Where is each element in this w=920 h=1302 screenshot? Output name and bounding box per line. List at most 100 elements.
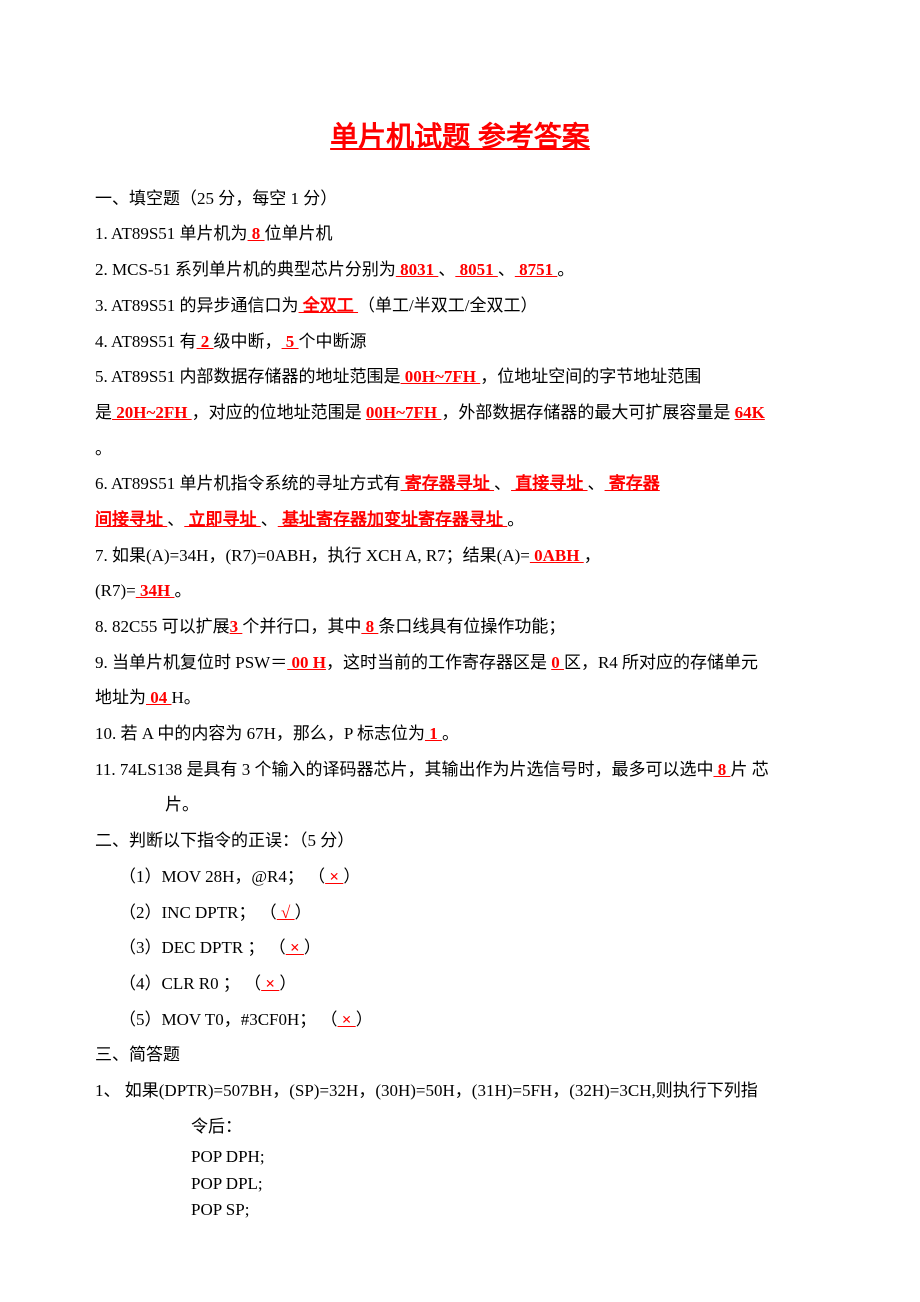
s2q5-pre: （5）MOV T0，#3CF0H； （ [119, 1010, 338, 1029]
q1: 1. AT89S51 单片机为 8 位单片机 [95, 216, 825, 252]
q7-l2: (R7)= 34H 。 [95, 573, 825, 609]
q5-a4: 64K [735, 403, 765, 422]
q7-pre: 7. 如果(A)=34H，(R7)=0ABH，执行 XCH A, R7；结果(A… [95, 546, 530, 565]
s2q1-a: × [325, 867, 343, 886]
q6-l2: 间接寻址 、 立即寻址 、 基址寄存器加变址寄存器寻址 。 [95, 502, 825, 538]
q5-a2: 20H~2FH [112, 403, 192, 422]
s2q4-a: × [261, 974, 279, 993]
q6-a3b: 间接寻址 [95, 510, 167, 529]
q7-l2pre: (R7)= [95, 581, 136, 600]
s2q1-pre: （1）MOV 28H，@R4； （ [119, 867, 325, 886]
q5-post: 。 [95, 439, 112, 458]
q10-a: 1 [425, 724, 442, 743]
q8-pre: 8. 82C55 可以扩展 [95, 617, 230, 636]
s2q1-post: ） [343, 867, 360, 886]
q6-sep2: 、 [588, 474, 605, 493]
q7-post: 。 [174, 581, 191, 600]
q8-mid: 个并行口，其中 [242, 617, 361, 636]
q4-a2: 5 [282, 332, 299, 351]
q10: 10. 若 A 中的内容为 67H，那么，P 标志位为 1 。 [95, 716, 825, 752]
s2q5-post: ） [356, 1010, 373, 1029]
s2q3-post: ） [304, 938, 321, 957]
page-title: 单片机试题 参考答案 [95, 108, 825, 167]
q5-l2: 是 20H~2FH ，对应的位地址范围是 00H~7FH ，外部数据存储器的最大… [95, 395, 825, 431]
q2-sep2: 、 [498, 260, 515, 279]
q9-l2pre: 地址为 [95, 688, 146, 707]
q4-post: 个中断源 [299, 332, 367, 351]
s2q4-post: ） [279, 974, 296, 993]
q6-sep3: 、 [167, 510, 184, 529]
q5-a3: 00H~7FH [366, 403, 441, 422]
q6-l1: 6. AT89S51 单片机指令系统的寻址方式有 寄存器寻址 、 直接寻址 、 … [95, 466, 825, 502]
q2-sep1: 、 [438, 260, 455, 279]
q8: 8. 82C55 可以扩展3 个并行口，其中 8 条口线具有位操作功能； [95, 609, 825, 645]
s2q3-pre: （3）DEC DPTR ； （ [119, 938, 286, 957]
s2q2-post: ） [295, 903, 312, 922]
s2q5-a: × [338, 1010, 356, 1029]
s3q1-l1: 1、 如果(DPTR)=507BH，(SP)=32H，(30H)=50H，(31… [95, 1073, 825, 1109]
s2q2-a: √ [277, 903, 295, 922]
q5-l2pre: 是 [95, 403, 112, 422]
q6-sep1: 、 [494, 474, 511, 493]
q4-a1: 2 [197, 332, 214, 351]
q4-pre: 4. AT89S51 有 [95, 332, 197, 351]
q9-a1: 00 H [287, 653, 326, 672]
s3-code3: POP SP; [95, 1197, 825, 1223]
q10-pre: 10. 若 A 中的内容为 67H，那么，P 标志位为 [95, 724, 425, 743]
q6-a3: 寄存器 [605, 474, 660, 493]
q1-pre: 1. AT89S51 单片机为 [95, 224, 248, 243]
q4-mid: 级中断， [214, 332, 282, 351]
q8-post: 条口线具有位操作功能； [378, 617, 565, 636]
q6-pre: 6. AT89S51 单片机指令系统的寻址方式有 [95, 474, 401, 493]
q3-post: （单工/半双工/全双工） [358, 296, 537, 315]
s2q4-pre: （4）CLR R0 ； （ [119, 974, 261, 993]
q5-pre: 5. AT89S51 内部数据存储器的地址范围是 [95, 367, 401, 386]
s2q5: （5）MOV T0，#3CF0H； （ × ） [95, 1002, 825, 1038]
q6-a4: 立即寻址 [184, 510, 261, 529]
q5-l3: 。 [95, 431, 825, 467]
q11-l2: 片。 [95, 787, 825, 823]
q9-mid1: ，这时当前的工作寄存器区是 [326, 653, 551, 672]
q6-a1: 寄存器寻址 [401, 474, 495, 493]
q11-l1: 11. 74LS138 是具有 3 个输入的译码器芯片，其输出作为片选信号时，最… [95, 752, 825, 788]
q7-mid: ， [584, 546, 601, 565]
q2-pre: 2. MCS-51 系列单片机的典型芯片分别为 [95, 260, 396, 279]
q9-pre: 9. 当单片机复位时 PSW＝ [95, 653, 287, 672]
q2-a1: 8031 [396, 260, 439, 279]
s3-code1: POP DPH; [95, 1144, 825, 1170]
q5-mid1: ，位地址空间的字节地址范围 [480, 367, 701, 386]
s3q1-l1b: 令后： [95, 1109, 825, 1145]
q3: 3. AT89S51 的异步通信口为 全双工 （单工/半双工/全双工） [95, 288, 825, 324]
q3-pre: 3. AT89S51 的异步通信口为 [95, 296, 299, 315]
q5-l1: 5. AT89S51 内部数据存储器的地址范围是 00H~7FH ，位地址空间的… [95, 359, 825, 395]
q11-a: 8 [713, 760, 730, 779]
q7-a2: 34H [136, 581, 175, 600]
q9-a2: 0 [551, 653, 564, 672]
s2q3: （3）DEC DPTR ； （ × ） [95, 930, 825, 966]
q7-l1: 7. 如果(A)=34H，(R7)=0ABH，执行 XCH A, R7；结果(A… [95, 538, 825, 574]
q4: 4. AT89S51 有 2 级中断， 5 个中断源 [95, 324, 825, 360]
q11-post: 片 芯 [730, 760, 768, 779]
q2: 2. MCS-51 系列单片机的典型芯片分别为 8031 、 8051 、 87… [95, 252, 825, 288]
q8-a1: 3 [230, 617, 243, 636]
q6-a2: 直接寻址 [511, 474, 588, 493]
q11-pre: 11. 74LS138 是具有 3 个输入的译码器芯片，其输出作为片选信号时，最… [95, 760, 713, 779]
q9-a3: 04 [146, 688, 172, 707]
q2-post: 。 [557, 260, 574, 279]
q2-a2: 8051 [455, 260, 498, 279]
q6-sep4: 、 [261, 510, 278, 529]
q6-post: 。 [507, 510, 524, 529]
q10-post: 。 [442, 724, 459, 743]
s2q2-pre: （2）INC DPTR； （ [119, 903, 277, 922]
q6-a5: 基址寄存器加变址寄存器寻址 [278, 510, 508, 529]
q5-mid2: ，对应的位地址范围是 [192, 403, 366, 422]
q9-mid2: 区，R4 所对应的存储单元 [564, 653, 758, 672]
section2-header: 二、判断以下指令的正误：（5 分） [95, 823, 825, 859]
q3-ans: 全双工 [299, 296, 359, 315]
q5-a1: 00H~7FH [401, 367, 481, 386]
q1-post: 位单片机 [265, 224, 333, 243]
s2q2: （2）INC DPTR； （ √ ） [95, 895, 825, 931]
q9-post: H。 [172, 688, 201, 707]
section1-header: 一、填空题（25 分，每空 1 分） [95, 181, 825, 217]
q5-mid3: ，外部数据存储器的最大可扩展容量是 [441, 403, 734, 422]
